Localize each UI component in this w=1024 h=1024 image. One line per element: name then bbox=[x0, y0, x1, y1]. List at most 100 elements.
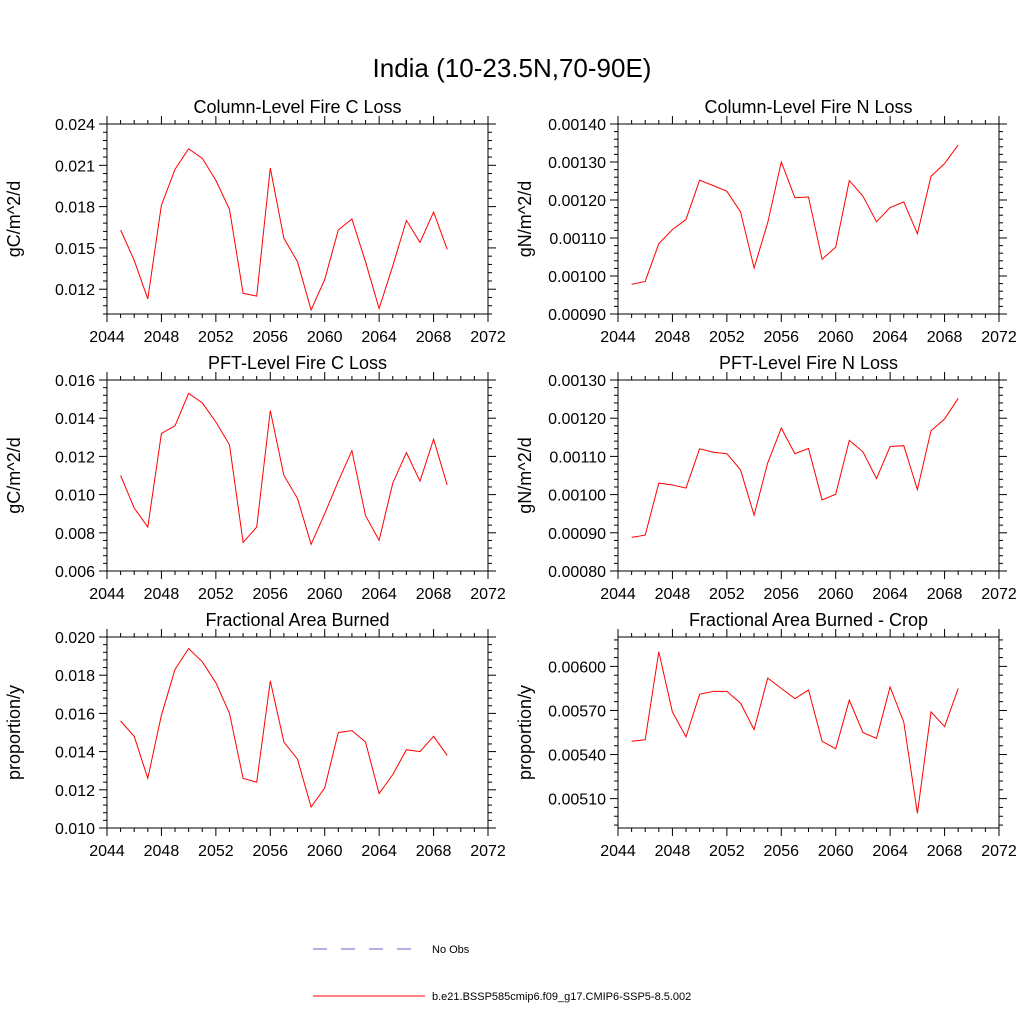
legend: No Obs b.e21.BSSP585cmip6.f09_g17.CMIP6-… bbox=[313, 944, 691, 1003]
x-tick-label: 2048 bbox=[655, 843, 691, 860]
y-tick-label: 0.012 bbox=[55, 783, 95, 800]
series-line bbox=[120, 647, 448, 809]
x-tick-label: 2064 bbox=[872, 586, 908, 603]
y-axis-label: gN/m^2/d bbox=[515, 437, 535, 513]
y-tick-label: 0.018 bbox=[55, 668, 95, 685]
y-tick-label: 0.00510 bbox=[548, 792, 606, 809]
series-line bbox=[631, 651, 959, 814]
x-tick-label: 2044 bbox=[600, 843, 636, 860]
y-tick-label: 0.00100 bbox=[548, 488, 606, 505]
x-tick-label: 2060 bbox=[307, 843, 343, 860]
y-axis-label: gC/m^2/d bbox=[4, 181, 24, 257]
x-tick-label: 2048 bbox=[144, 329, 180, 346]
x-tick-label: 2052 bbox=[198, 329, 234, 346]
y-tick-label: 0.00080 bbox=[548, 564, 606, 581]
plot-frame bbox=[617, 636, 1000, 829]
y-tick-label: 0.021 bbox=[55, 158, 95, 175]
y-tick-label: 0.00110 bbox=[549, 231, 606, 248]
y-tick-label: 0.00110 bbox=[549, 449, 606, 466]
x-tick-label: 2064 bbox=[872, 843, 908, 860]
plot-frame bbox=[106, 379, 489, 572]
y-tick-label: 0.00540 bbox=[548, 748, 606, 765]
x-tick-label: 2056 bbox=[763, 843, 799, 860]
panels: Column-Level Fire C Loss gC/m^2/d 2044 2048… bbox=[4, 97, 1017, 860]
x-tick-label: 2048 bbox=[655, 329, 691, 346]
y-tick-label: 0.00140 bbox=[548, 117, 606, 134]
panel-title: Fractional Area Burned bbox=[205, 610, 389, 630]
x-tick-label: 2064 bbox=[361, 843, 397, 860]
x-tick-label: 2072 bbox=[470, 329, 506, 346]
figure-title: India (10-23.5N,70-90E) bbox=[373, 53, 652, 83]
x-tick-label: 2052 bbox=[709, 586, 745, 603]
x-tick-label: 2056 bbox=[252, 586, 288, 603]
y-tick-label: 0.012 bbox=[55, 449, 95, 466]
y-tick-label: 0.008 bbox=[55, 526, 95, 543]
legend-model-label: b.e21.BSSP585cmip6.f09_g17.CMIP6-SSP5-8.… bbox=[432, 991, 691, 1003]
series-line bbox=[631, 144, 959, 285]
panel-6: Fractional Area Burned - Crop proportion/… bbox=[515, 610, 1017, 860]
x-tick-label: 2056 bbox=[252, 329, 288, 346]
plot-frame bbox=[106, 636, 489, 829]
panel-title: Column-Level Fire C Loss bbox=[193, 97, 401, 117]
x-tick-label: 2060 bbox=[307, 586, 343, 603]
x-tick-label: 2068 bbox=[927, 843, 963, 860]
y-axis-label: proportion/y bbox=[515, 685, 535, 780]
x-tick-label: 2068 bbox=[927, 329, 963, 346]
series-line bbox=[631, 398, 959, 538]
panel-4: PFT-Level Fire N Loss gN/m^2/d 2044 2048 205… bbox=[515, 353, 1017, 603]
x-tick-label: 2060 bbox=[818, 586, 854, 603]
panel-3: PFT-Level Fire C Loss gC/m^2/d 2044 2048 205… bbox=[4, 353, 506, 603]
x-tick-label: 2056 bbox=[252, 843, 288, 860]
x-tick-label: 2052 bbox=[198, 586, 234, 603]
x-tick-label: 2048 bbox=[144, 843, 180, 860]
x-tick-label: 2052 bbox=[709, 843, 745, 860]
y-tick-label: 0.00600 bbox=[548, 659, 606, 676]
panel-1: Column-Level Fire C Loss gC/m^2/d 2044 2048… bbox=[4, 97, 506, 346]
x-tick-label: 2064 bbox=[361, 586, 397, 603]
y-tick-label: 0.018 bbox=[55, 200, 95, 217]
x-tick-label: 2060 bbox=[818, 329, 854, 346]
y-tick-label: 0.010 bbox=[55, 488, 95, 505]
x-tick-label: 2052 bbox=[709, 329, 745, 346]
y-tick-label: 0.00120 bbox=[548, 411, 606, 428]
x-tick-label: 2072 bbox=[470, 586, 506, 603]
y-tick-label: 0.00090 bbox=[548, 307, 606, 324]
y-tick-label: 0.015 bbox=[55, 241, 95, 258]
series-line bbox=[120, 148, 448, 312]
x-tick-label: 2044 bbox=[89, 329, 125, 346]
y-tick-label: 0.014 bbox=[55, 411, 95, 428]
y-axis-label: gN/m^2/d bbox=[515, 181, 535, 257]
panel-title: Fractional Area Burned - Crop bbox=[689, 610, 928, 630]
x-tick-label: 2072 bbox=[981, 843, 1017, 860]
series-line bbox=[120, 392, 448, 546]
x-tick-label: 2052 bbox=[198, 843, 234, 860]
y-tick-label: 0.016 bbox=[55, 706, 95, 723]
y-tick-label: 0.00090 bbox=[548, 526, 606, 543]
panel-title: Column-Level Fire N Loss bbox=[704, 97, 912, 117]
x-tick-label: 2044 bbox=[600, 329, 636, 346]
panel-5: Fractional Area Burned proportion/y 2044 20… bbox=[4, 610, 506, 860]
x-tick-label: 2068 bbox=[416, 843, 452, 860]
y-tick-label: 0.014 bbox=[55, 745, 95, 762]
x-tick-label: 2056 bbox=[763, 586, 799, 603]
x-tick-label: 2044 bbox=[89, 843, 125, 860]
y-tick-label: 0.020 bbox=[55, 630, 95, 647]
panel-2: Column-Level Fire N Loss gN/m^2/d 2044 2048… bbox=[515, 97, 1017, 346]
x-tick-label: 2044 bbox=[600, 586, 636, 603]
y-tick-label: 0.006 bbox=[55, 564, 95, 581]
x-tick-label: 2072 bbox=[981, 329, 1017, 346]
x-tick-label: 2064 bbox=[361, 329, 397, 346]
x-tick-label: 2048 bbox=[144, 586, 180, 603]
plot-frame bbox=[617, 123, 1000, 315]
y-tick-label: 0.00100 bbox=[548, 269, 606, 286]
y-tick-label: 0.010 bbox=[55, 821, 95, 838]
x-tick-label: 2064 bbox=[872, 329, 908, 346]
y-tick-label: 0.024 bbox=[55, 117, 95, 134]
panel-title: PFT-Level Fire C Loss bbox=[208, 353, 387, 373]
y-tick-label: 0.00130 bbox=[548, 155, 606, 172]
y-tick-label: 0.016 bbox=[55, 373, 95, 390]
x-tick-label: 2060 bbox=[818, 843, 854, 860]
y-tick-label: 0.012 bbox=[55, 282, 95, 299]
x-tick-label: 2068 bbox=[416, 329, 452, 346]
